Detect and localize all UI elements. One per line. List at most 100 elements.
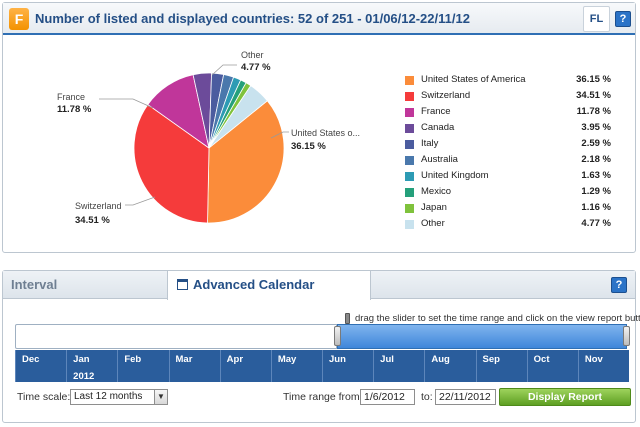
legend-swatch — [405, 204, 414, 213]
display-report-button[interactable]: Display Report — [499, 388, 631, 406]
legend-swatch — [405, 140, 414, 149]
legend-swatch — [405, 108, 414, 117]
legend-value: 1.16 % — [581, 202, 611, 213]
pie-label-other: Other — [241, 50, 264, 60]
pie-slice-united-states-of-america[interactable] — [207, 100, 285, 224]
year-label: 2012 — [73, 371, 95, 382]
legend-value: 2.18 % — [581, 154, 611, 165]
legend-item[interactable]: Mexico 1.29 % — [405, 185, 611, 201]
calendar-icon — [177, 279, 188, 290]
month-name: Dec — [22, 354, 40, 365]
tab-strip: Interval Advanced Calendar ? — [3, 271, 635, 300]
to-date-input[interactable]: 22/11/2012 — [435, 389, 496, 405]
legend-swatch — [405, 172, 414, 181]
pie-slice-switzerland[interactable] — [133, 104, 210, 224]
legend-swatch — [405, 220, 414, 229]
pie-slice-other[interactable] — [208, 85, 268, 149]
month-name: Apr — [226, 354, 244, 365]
slider-track[interactable] — [15, 324, 337, 349]
leader-line-usa — [270, 131, 289, 139]
legend-item[interactable]: Australia 2.18 % — [405, 153, 611, 169]
pie-value-france: 11.78 % — [57, 104, 92, 115]
legend-item[interactable]: Italy 2.59 % — [405, 137, 611, 153]
time-scale-select[interactable]: Last 12 months ▼ — [70, 389, 168, 405]
legend-value: 34.51 % — [576, 90, 611, 101]
month-name: Jun — [329, 354, 346, 365]
slider-right-handle[interactable] — [623, 326, 630, 346]
slider-grip-icon — [345, 313, 350, 324]
legend-label: Other — [421, 218, 445, 229]
pie-value-usa: 36.15 % — [291, 141, 326, 152]
leader-line-france — [99, 98, 154, 109]
time-range-from-label: Time range from: — [283, 391, 363, 403]
legend-item[interactable]: Canada 3.95 % — [405, 121, 611, 137]
pie-value-switzerland: 34.51 % — [75, 215, 110, 226]
slider-left-handle[interactable] — [334, 326, 341, 346]
legend-item[interactable]: Japan 1.16 % — [405, 201, 611, 217]
time-scale-value: Last 12 months — [74, 391, 143, 402]
from-date-input[interactable]: 1/6/2012 — [360, 389, 415, 405]
to-label: to: — [421, 391, 433, 403]
legend-value: 11.78 % — [576, 106, 611, 117]
chart-legend: United States of America 36.15 % Switzerla… — [405, 73, 611, 233]
month-name: Aug — [431, 354, 450, 365]
report-title: Number of listed and displayed countries… — [35, 11, 470, 26]
month-label: Jul — [373, 350, 424, 382]
help-icon[interactable]: ? — [615, 11, 631, 27]
legend-item[interactable]: United States of America 36.15 % — [405, 73, 611, 89]
pie-slices — [133, 72, 285, 224]
time-scale-label: Time scale: — [17, 391, 71, 403]
month-label: Oct — [526, 350, 578, 382]
tab-advanced-calendar[interactable]: Advanced Calendar — [167, 271, 371, 300]
month-name: Oct — [533, 354, 550, 365]
calendar-panel: Interval Advanced Calendar ? drag the sl… — [2, 270, 640, 423]
legend-label: Italy — [421, 138, 439, 149]
month-label: Mar — [168, 350, 220, 382]
legend-value: 4.77 % — [581, 218, 611, 229]
month-label: Apr — [219, 350, 271, 382]
legend-label: Switzerland — [421, 90, 471, 101]
legend-label: Japan — [421, 202, 447, 213]
leader-line-switzerland — [125, 196, 156, 206]
legend-swatch — [405, 92, 414, 101]
month-label: Sep — [475, 350, 527, 382]
legend-item[interactable]: United Kingdom 1.63 % — [405, 169, 611, 185]
month-label: May — [270, 350, 322, 382]
legend-label: Mexico — [421, 186, 452, 197]
legend-label: United States of America — [421, 74, 526, 85]
leader-line-other — [211, 64, 237, 76]
slider-hint: drag the slider to set the time range an… — [355, 313, 640, 324]
month-label: Nov — [577, 350, 629, 382]
tab-advanced-calendar-label: Advanced Calendar — [193, 277, 315, 292]
pie-label-switzerland: Switzerland — [75, 201, 122, 211]
legend-value: 3.95 % — [581, 122, 611, 133]
legend-label: Australia — [421, 154, 458, 165]
calendar-help-icon[interactable]: ? — [611, 277, 627, 293]
month-label: Jun — [322, 350, 373, 382]
month-name: Feb — [124, 354, 142, 365]
legend-label: United Kingdom — [421, 170, 489, 181]
fl-badge-button[interactable]: FL — [583, 6, 610, 32]
month-name: Nov — [584, 354, 603, 365]
legend-label: France — [421, 106, 451, 117]
legend-value: 1.29 % — [581, 186, 611, 197]
month-name: Sep — [482, 354, 500, 365]
legend-swatch — [405, 156, 414, 165]
legend-item[interactable]: Switzerland 34.51 % — [405, 89, 611, 105]
pie-label-france: France — [57, 92, 85, 102]
tab-interval[interactable]: Interval — [11, 277, 58, 292]
month-name: May — [277, 354, 297, 365]
slider-selected-range[interactable] — [337, 324, 627, 349]
month-label: Jan 2012 — [66, 350, 117, 382]
legend-label: Canada — [421, 122, 455, 133]
dropdown-arrow-icon: ▼ — [154, 390, 167, 404]
legend-item[interactable]: Other 4.77 % — [405, 217, 611, 233]
legend-value: 2.59 % — [581, 138, 611, 149]
month-label: Feb — [117, 350, 168, 382]
legend-item[interactable]: France 11.78 % — [405, 105, 611, 121]
legend-value: 1.63 % — [581, 170, 611, 181]
month-label: Aug — [424, 350, 475, 382]
report-header: F Number of listed and displayed countri… — [3, 3, 635, 35]
pie-chart: Other 4.77 % France 11.78 % United State… — [57, 50, 360, 226]
month-name: Mar — [175, 354, 193, 365]
